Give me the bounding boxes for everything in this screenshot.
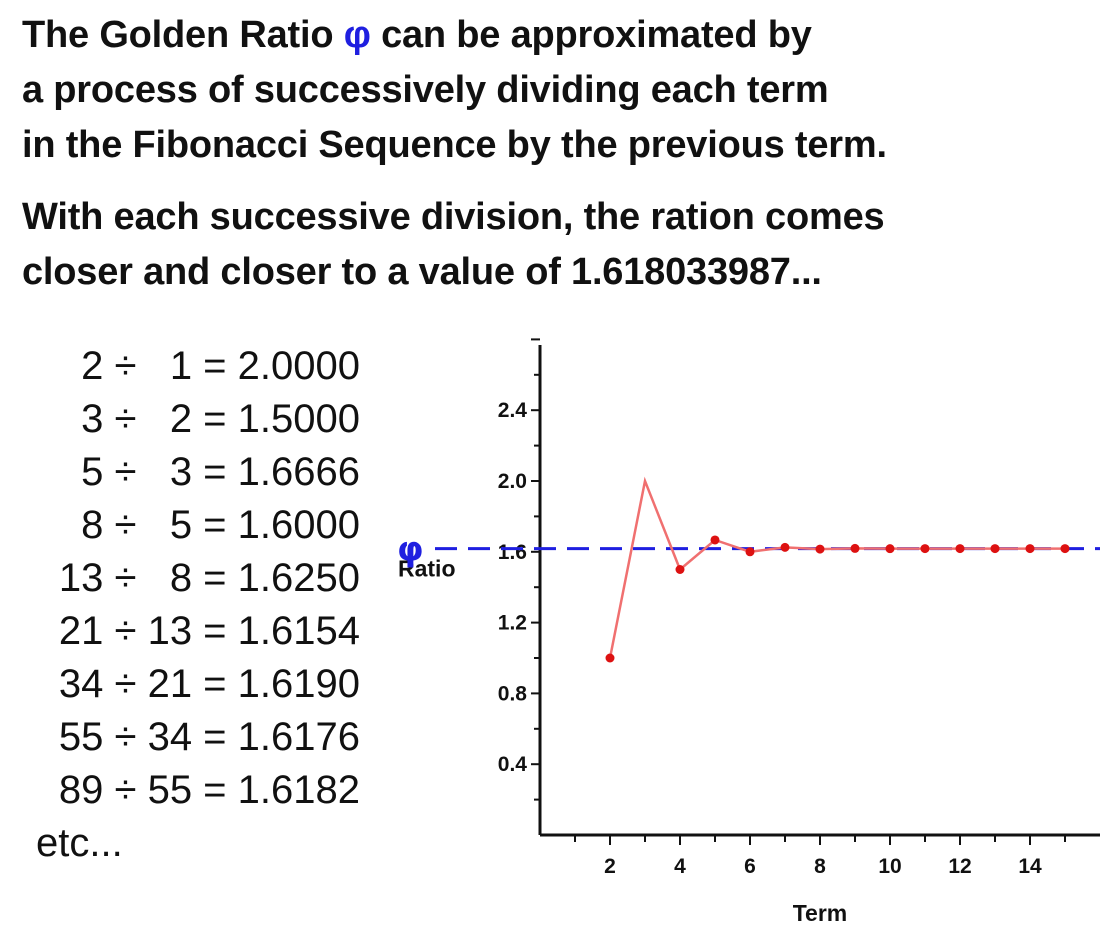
convergence-text-line1: With each successive division, the ratio… — [22, 196, 885, 238]
division-row: 2 ÷ 1 = 2.0000 — [81, 344, 360, 388]
division-row: 3 ÷ 2 = 1.5000 — [81, 397, 360, 441]
y-tick-label: 1.2 — [498, 612, 527, 635]
ratio-data-point — [815, 544, 825, 554]
y-tick-label: 2.0 — [498, 470, 527, 493]
ratio-data-point — [920, 544, 930, 554]
x-tick-label: 10 — [878, 855, 901, 878]
division-row: 5 ÷ 3 = 1.6666 — [81, 450, 360, 494]
convergence-text-line2: closer and closer to a value of 1.618033… — [22, 251, 822, 293]
x-tick-label: 8 — [814, 855, 826, 878]
ratio-data-point — [1060, 544, 1070, 554]
ratio-data-point — [780, 542, 790, 552]
division-row: 8 ÷ 5 = 1.6000 — [81, 503, 360, 547]
y-tick-label: 1.6 — [498, 541, 527, 564]
intro-text-line3: in the Fibonacci Sequence by the previou… — [22, 124, 887, 166]
division-row: 89 ÷ 55 = 1.6182 — [58, 768, 360, 812]
ratio-data-point — [1025, 544, 1035, 554]
intro-text-part1: The Golden Ratio — [22, 14, 334, 56]
y-tick-label: 0.8 — [498, 682, 528, 705]
division-row: 55 ÷ 34 = 1.6176 — [58, 715, 360, 759]
x-tick-label: 4 — [674, 855, 686, 878]
x-tick-label: 12 — [948, 855, 971, 878]
convergence-paragraph: With each successive division, the ratio… — [22, 190, 885, 300]
division-row: 34 ÷ 21 = 1.6190 — [58, 662, 360, 706]
y-tick-label: 0.4 — [498, 753, 528, 776]
division-etc: etc... — [36, 821, 123, 865]
x-tick-label: 14 — [1018, 855, 1042, 878]
x-axis-title: Term — [793, 900, 848, 926]
ratio-data-point — [955, 544, 965, 554]
y-tick-label: 2.4 — [498, 399, 528, 422]
ratio-series-line — [608, 476, 1065, 659]
ratio-data-point — [675, 565, 685, 574]
intro-paragraph: The Golden Ratio φ can be approximated b… — [22, 8, 887, 173]
ratio-data-point — [885, 544, 895, 554]
x-tick-label: 6 — [744, 855, 756, 878]
phi-reference-label: φ — [397, 530, 424, 570]
intro-text-line2: a process of successively dividing each … — [22, 69, 829, 111]
y-axis-title: Ratio — [398, 556, 456, 582]
ratio-data-point — [850, 543, 860, 553]
ratio-data-point — [605, 653, 615, 663]
division-row: 21 ÷ 13 = 1.6154 — [58, 609, 360, 653]
ratio-data-point — [745, 547, 755, 557]
x-tick-label: 2 — [604, 855, 616, 878]
intro-text-part2: can be approximated by — [381, 14, 812, 56]
ratio-data-point — [990, 544, 1000, 554]
division-row: 13 ÷ 8 = 1.6250 — [58, 556, 360, 600]
ratio-data-point — [710, 535, 720, 545]
phi-symbol-inline: φ — [343, 14, 371, 56]
